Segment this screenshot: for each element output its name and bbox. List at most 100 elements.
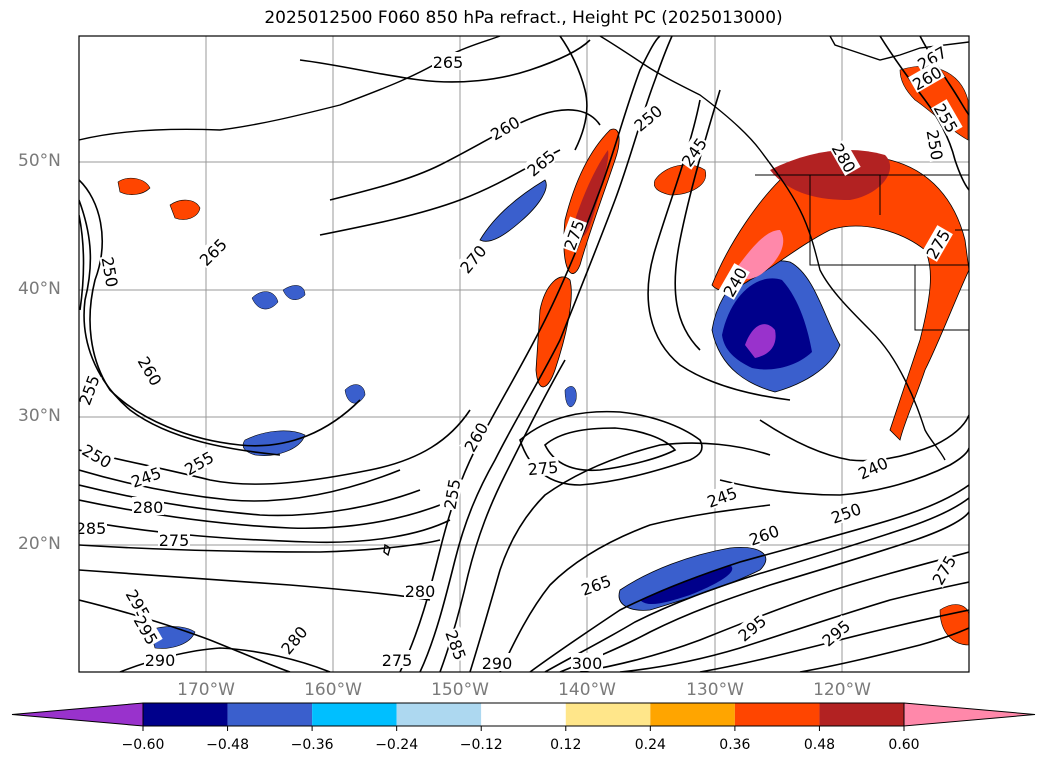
contour-label: 270 (456, 242, 490, 278)
contour-label: 260 (487, 113, 523, 145)
contour-label-bg (908, 61, 945, 93)
latitude-label: 40°N (18, 279, 61, 299)
contour-label: 245 (705, 483, 740, 511)
map-title: 2025012500 F060 850 hPa refract., Height… (264, 8, 783, 28)
colorbar-segment (565, 703, 651, 726)
longitude-label: 140°W (558, 680, 616, 700)
contour-label-bg (432, 52, 464, 70)
contour-label: 250 (829, 499, 864, 527)
contour-label-bg (629, 100, 666, 135)
colorbar-tick-label: 0.24 (634, 737, 666, 753)
colorbar-frame (142, 702, 905, 727)
colorbar-tick-label: −0.60 (121, 737, 165, 753)
contour-label-bg (522, 145, 559, 180)
contour-label-bg (703, 482, 740, 510)
contour-label: 260 (134, 353, 166, 389)
contour-label: 275 (527, 458, 559, 480)
contour-label-bg (931, 99, 963, 136)
contour-label-bg (99, 254, 123, 290)
contour-label-bg (194, 233, 230, 269)
contour-label: 265 (524, 146, 560, 180)
contour-label: 290 (145, 651, 176, 670)
coastlines (79, 36, 969, 557)
contour-label: 280 (405, 582, 436, 601)
longitude-label: 130°W (686, 680, 744, 700)
colorbar-segment (734, 703, 820, 726)
colorbar-segment (227, 703, 313, 726)
latitude-label: 20°N (18, 534, 61, 554)
contour-label-bg (817, 615, 854, 650)
colorbar-segment (819, 703, 904, 726)
contour-label: 265 (196, 235, 231, 270)
colorbar-tick-label: 0.12 (550, 737, 582, 753)
longitude-label: 150°W (431, 680, 489, 700)
contour-label: 280 (277, 623, 311, 659)
contour-label: 250 (97, 255, 121, 288)
contour-label-bg (158, 530, 190, 548)
contour-label-bg (404, 581, 436, 599)
contour-label-bg (486, 111, 523, 143)
contour-label-bg (459, 418, 491, 455)
colorbar-extend-high (903, 702, 1036, 727)
contour-label-bg (571, 653, 603, 671)
contour-label-bg (921, 225, 953, 262)
contour-label: 300 (572, 654, 603, 673)
contour-label-bg (135, 352, 167, 389)
contour-label: 285 (76, 519, 107, 538)
contour-label-bg (854, 452, 891, 483)
contour-label: 290 (482, 654, 513, 673)
colorbar-tick-label: 0.60 (888, 737, 920, 753)
contour-label-bg (927, 551, 959, 588)
contour-label-bg (381, 650, 413, 668)
contour-label-bg (79, 518, 107, 536)
contour-label: 255 (440, 477, 464, 510)
longitude-label: 120°W (813, 680, 871, 700)
colorbar-segment (143, 703, 228, 726)
colorbar-segment (650, 703, 735, 726)
colorbar-tick-label: −0.12 (459, 737, 503, 753)
contour-label: 245 (129, 463, 164, 491)
contour-label-bg (829, 139, 861, 176)
contour-label-bg (559, 216, 587, 253)
contour-label: 280 (133, 498, 164, 517)
colorbar-tick-label: −0.48 (206, 737, 249, 753)
contour-label: 275 (382, 651, 413, 670)
colorbar-tick-label: 0.48 (803, 737, 836, 753)
contour-label-bg (132, 497, 164, 515)
colorbar-tick-label: −0.24 (375, 737, 419, 753)
contour-label: 275 (929, 552, 961, 588)
latitude-label: 50°N (18, 151, 61, 171)
colorbar-tick-label: 0.36 (719, 737, 751, 753)
longitude-label: 160°W (304, 680, 362, 700)
contour-label-bg (127, 462, 164, 490)
contour-label-bg (718, 263, 750, 300)
contour-label-bg (924, 127, 948, 163)
contour-label-bg (733, 610, 770, 645)
contour-label: 265 (433, 53, 464, 72)
contour-label-bg (526, 456, 560, 478)
contour-label-bg (439, 476, 463, 512)
contour-label-bg (745, 520, 782, 548)
colorbar (11, 702, 1036, 731)
colorbar-segment (396, 703, 482, 726)
contour-label-bg (443, 626, 471, 663)
colorbar-segment (481, 703, 566, 726)
contour-label-bg (180, 446, 217, 478)
contour-label: 250 (922, 128, 946, 161)
contour-label: 275 (159, 531, 190, 550)
colorbar-tick-label: −0.36 (290, 737, 334, 753)
colorbar-extend-low (11, 702, 144, 727)
contour-label-bg (79, 439, 116, 471)
latitude-label: 30°N (18, 406, 61, 426)
contour-label-bg (455, 240, 490, 277)
filled-anomalies (117, 66, 969, 649)
political-borders (755, 174, 969, 331)
contour-label-bg (79, 371, 102, 408)
contour-label-bg (276, 621, 311, 658)
map-frame (78, 35, 970, 673)
contour-label-bg (131, 611, 163, 648)
contour-label: 250 (79, 441, 115, 473)
